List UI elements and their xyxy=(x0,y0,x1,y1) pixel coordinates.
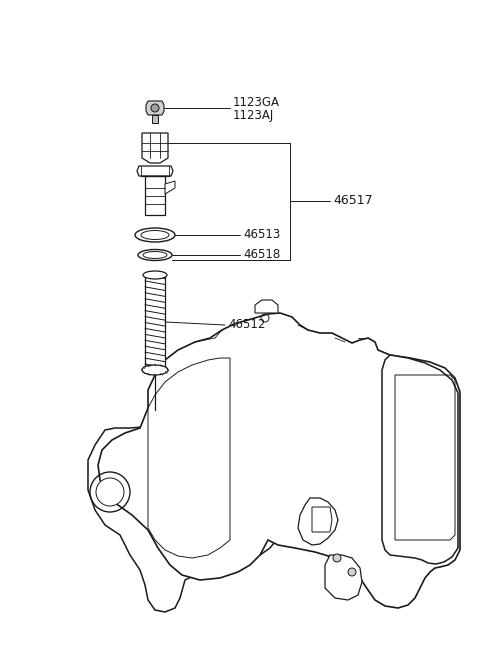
Polygon shape xyxy=(255,300,278,313)
Polygon shape xyxy=(88,398,280,612)
Text: 1123AJ: 1123AJ xyxy=(233,109,274,122)
Text: 46512: 46512 xyxy=(228,318,265,331)
Polygon shape xyxy=(298,498,338,545)
Text: 46517: 46517 xyxy=(333,195,372,208)
Text: 46518: 46518 xyxy=(243,248,280,261)
Polygon shape xyxy=(382,355,458,564)
Polygon shape xyxy=(137,166,173,176)
Bar xyxy=(145,176,165,215)
Circle shape xyxy=(96,478,124,506)
Ellipse shape xyxy=(142,365,168,375)
Polygon shape xyxy=(165,181,175,194)
Ellipse shape xyxy=(141,231,169,240)
Bar xyxy=(145,275,165,370)
Polygon shape xyxy=(146,101,164,115)
Text: 1123GA: 1123GA xyxy=(233,96,280,109)
Polygon shape xyxy=(142,133,168,163)
Circle shape xyxy=(348,568,356,576)
Circle shape xyxy=(151,104,159,112)
Polygon shape xyxy=(98,313,460,608)
Ellipse shape xyxy=(143,252,167,259)
Ellipse shape xyxy=(143,271,167,279)
Polygon shape xyxy=(325,555,362,600)
Bar xyxy=(152,115,158,123)
Text: 46513: 46513 xyxy=(243,229,280,242)
Circle shape xyxy=(333,554,341,562)
